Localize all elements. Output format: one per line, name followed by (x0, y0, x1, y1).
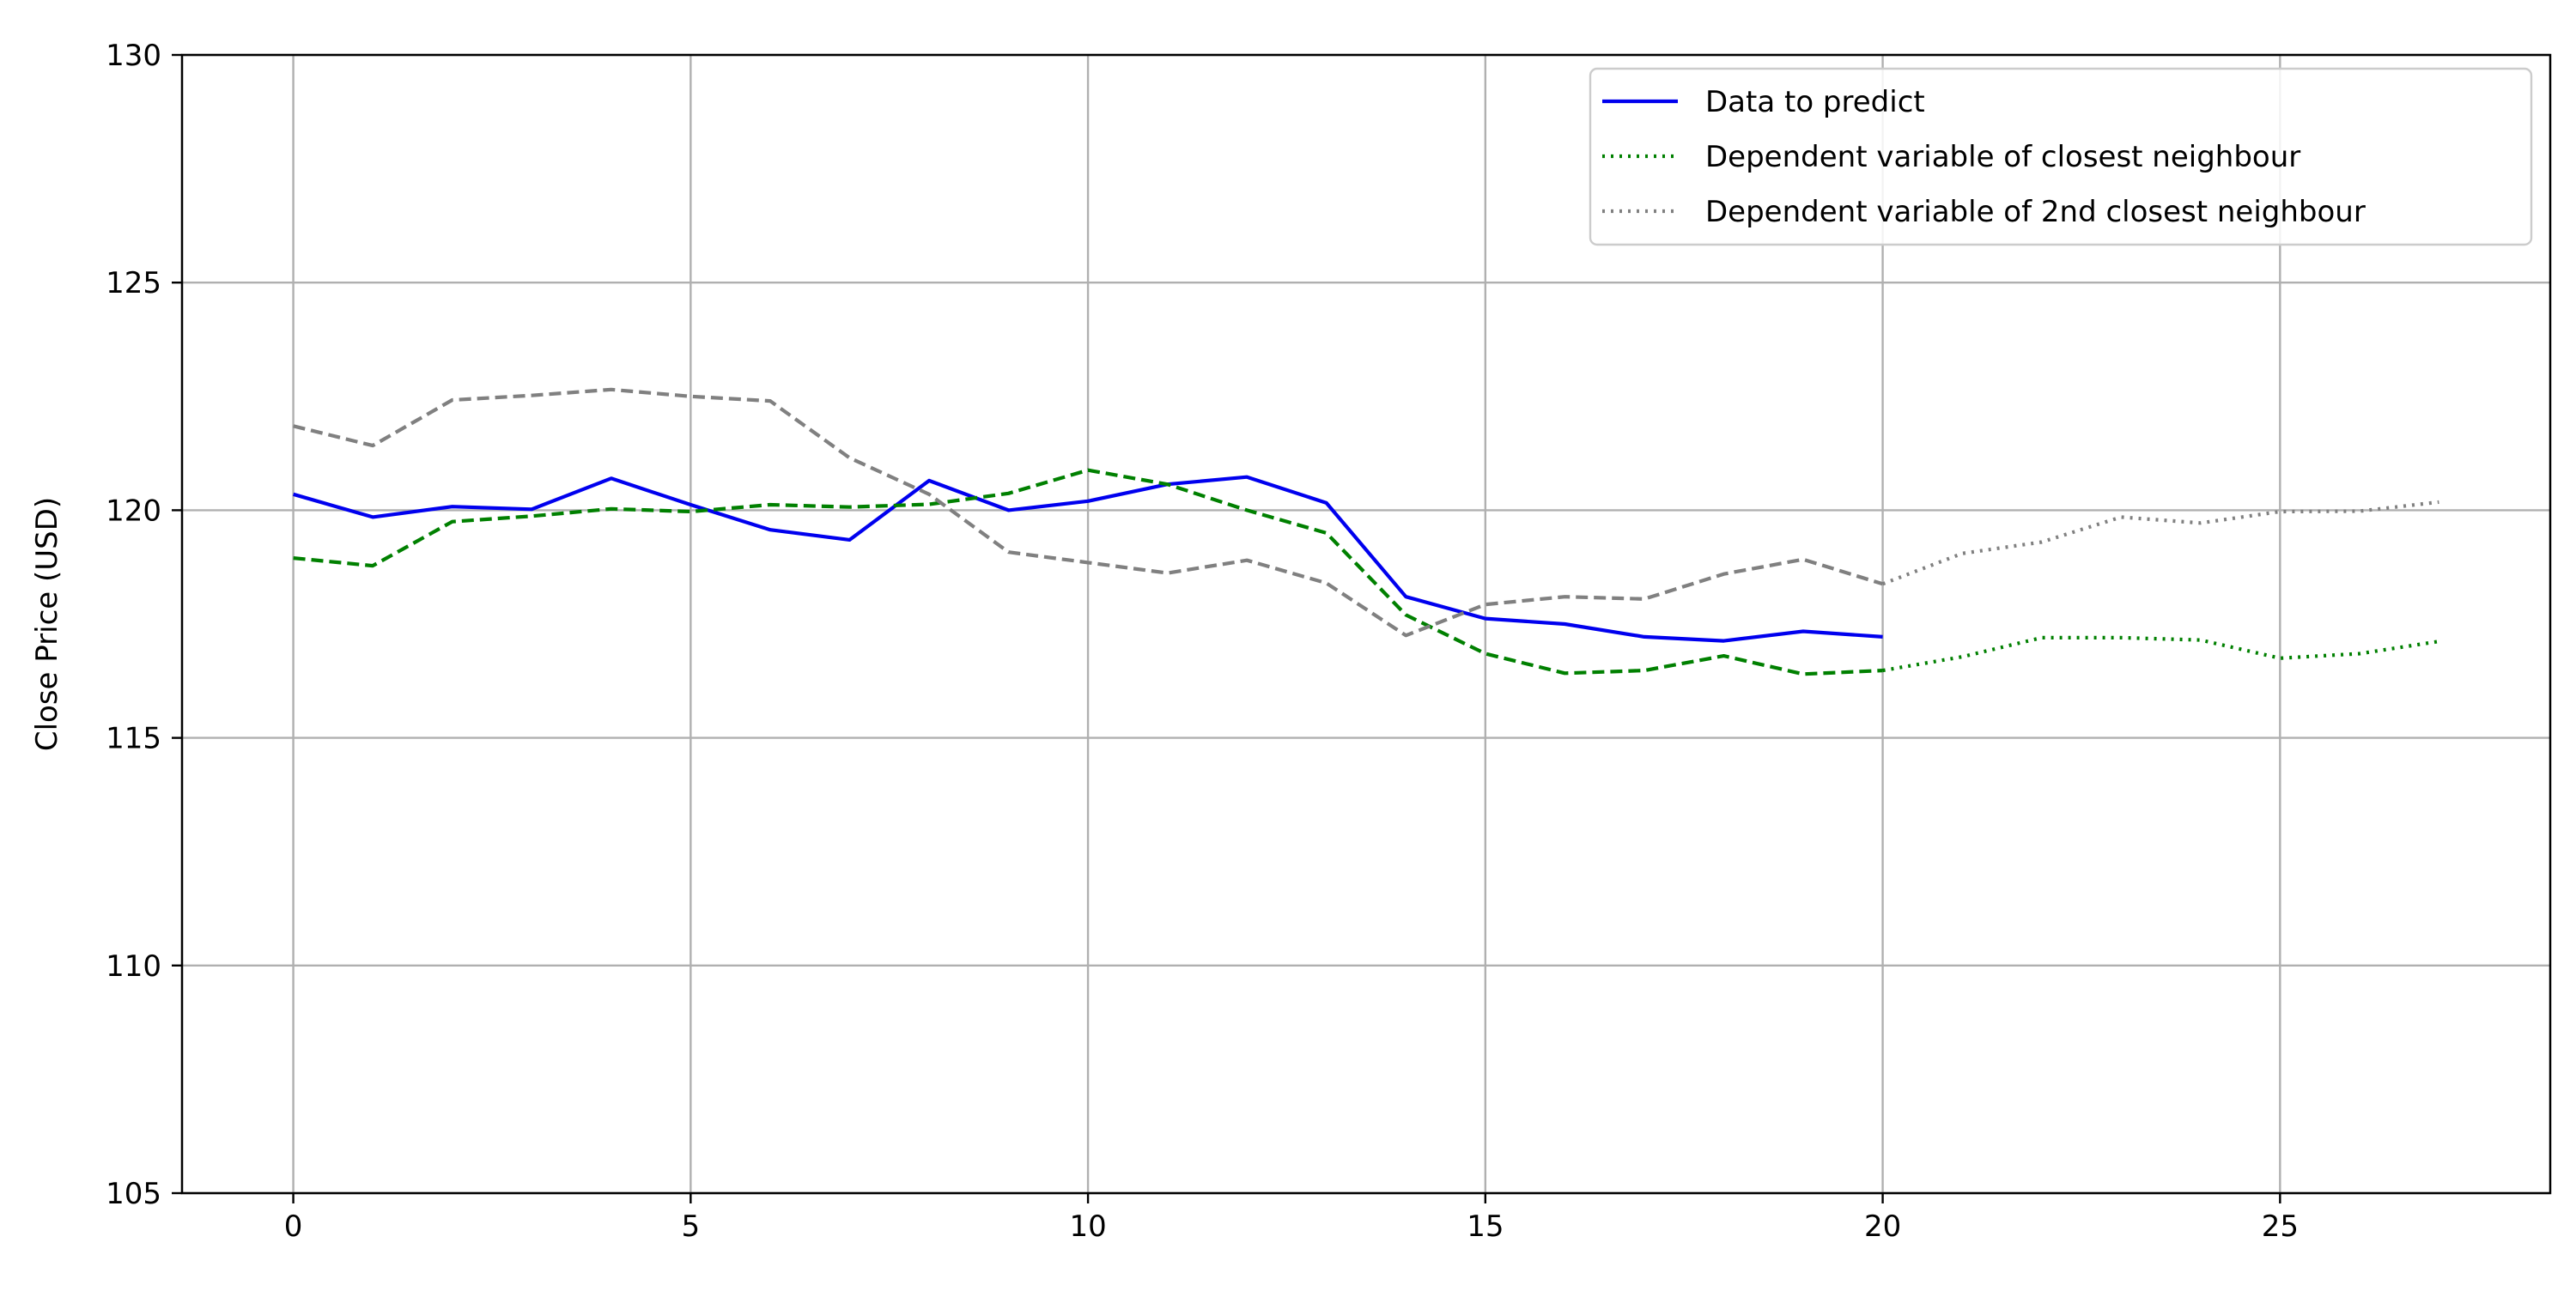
x-tick-label: 15 (1467, 1209, 1504, 1244)
legend-label: Data to predict (1705, 85, 1925, 119)
plot-frame (180, 53, 2552, 1195)
legend: Data to predict Dependent variable of clo… (1589, 67, 2533, 246)
x-tick-label: 0 (284, 1209, 303, 1244)
series-line-2 (293, 468, 1883, 676)
y-tick-label: 115 (106, 722, 161, 756)
x-tick-label: 20 (1864, 1209, 1901, 1244)
y-tick-label: 120 (106, 494, 161, 528)
legend-label: Dependent variable of closest neighbour (1705, 140, 2300, 174)
series-lines (293, 387, 2439, 676)
legend-label: Dependent variable of 2nd closest neighb… (1705, 195, 2366, 229)
y-tick-label: 110 (106, 949, 161, 984)
axis-ticks: 0 5 10 15 20 25 105 110 115 120 125 130 (106, 39, 2299, 1244)
y-axis-label: Close Price (USD) (30, 497, 64, 751)
legend-box (1589, 67, 2533, 246)
x-tick-label: 10 (1069, 1209, 1106, 1244)
series-line-4 (293, 387, 1884, 638)
y-tick-label: 105 (106, 1177, 161, 1211)
y-tick-label: 130 (106, 39, 161, 73)
x-tick-label: 25 (2262, 1209, 2299, 1244)
x-tick-label: 5 (682, 1209, 701, 1244)
y-tick-label: 125 (106, 266, 161, 300)
series-line-1 (293, 475, 1883, 643)
